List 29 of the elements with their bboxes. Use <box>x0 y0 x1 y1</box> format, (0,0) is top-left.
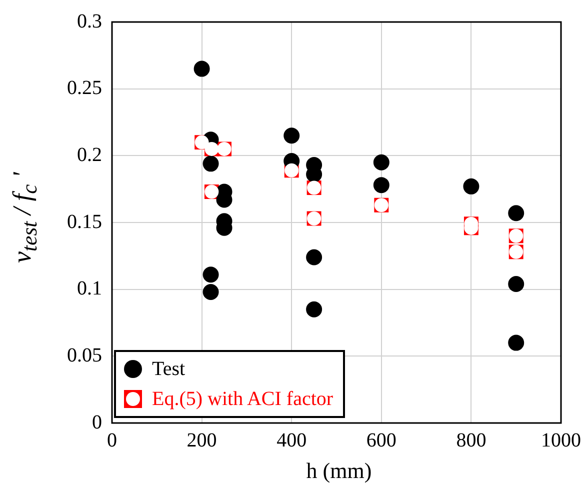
point <box>463 178 480 194</box>
y-tick-label: 0.15 <box>67 210 102 233</box>
point <box>202 266 219 283</box>
y-tick-label: 0.05 <box>67 344 102 366</box>
y-tick-label: 0.1 <box>77 278 102 300</box>
point <box>306 301 322 318</box>
x-tick-label: 800 <box>456 429 486 452</box>
x-tick-label: 600 <box>366 429 396 452</box>
point <box>508 276 524 292</box>
y-tick-label: 0.3 <box>77 10 102 32</box>
y-tick-label: 0 <box>92 411 102 434</box>
legend-label: Eq.(5) with ACI factor <box>152 388 334 410</box>
point <box>202 156 219 172</box>
y-tick-label: 0.25 <box>67 77 102 100</box>
x-tick-label: 0 <box>107 429 117 452</box>
point <box>373 154 390 170</box>
point <box>194 60 210 77</box>
point <box>508 334 524 351</box>
point <box>373 177 390 194</box>
point <box>202 284 219 300</box>
x-tick-label: 1000 <box>541 429 581 452</box>
y-tick-label: 0.2 <box>77 144 102 166</box>
x-axis-title: h (mm) <box>305 458 373 484</box>
x-tick-label: 400 <box>276 429 307 452</box>
legend-label: Test <box>152 358 186 380</box>
point <box>508 205 524 222</box>
x-tick-label: 200 <box>186 429 217 452</box>
point <box>284 128 300 144</box>
point <box>306 249 322 266</box>
